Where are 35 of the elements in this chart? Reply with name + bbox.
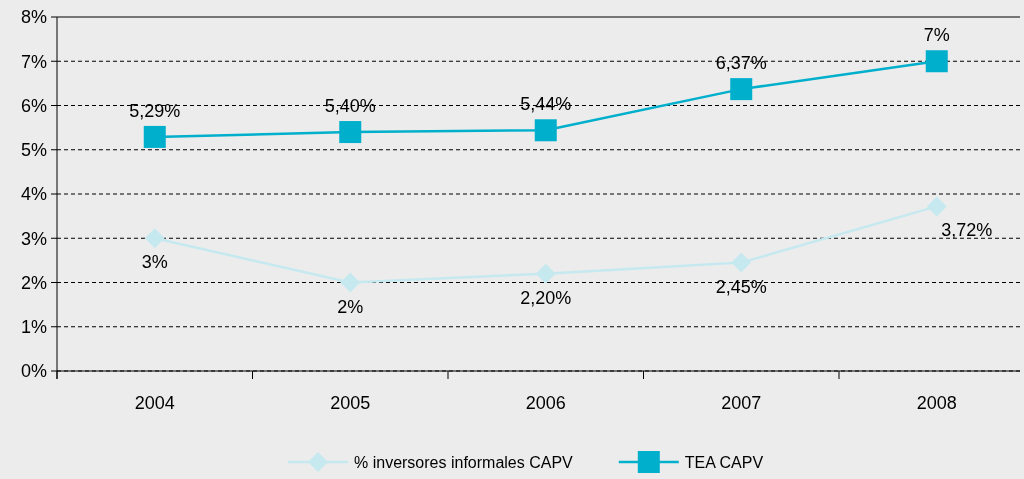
x-tick-label: 2008 bbox=[916, 393, 957, 413]
y-tick-label: 7% bbox=[20, 51, 47, 72]
data-label: 6,37% bbox=[715, 53, 767, 74]
legend-label: TEA CAPV bbox=[684, 453, 764, 471]
data-label: 3,72% bbox=[941, 220, 993, 241]
point bbox=[926, 196, 947, 217]
y-tick-label: 6% bbox=[20, 95, 47, 116]
y-tick-label: 2% bbox=[20, 272, 47, 293]
y-tick-label: 4% bbox=[20, 184, 47, 205]
y-tick-label: 8% bbox=[20, 7, 47, 28]
point bbox=[143, 125, 166, 148]
y-tick-label: 1% bbox=[20, 317, 47, 338]
data-label: 7% bbox=[923, 25, 950, 46]
data-label: 5,44% bbox=[520, 94, 572, 115]
data-label: 5,29% bbox=[129, 100, 181, 121]
data-label: 2,20% bbox=[520, 287, 572, 308]
x-tick-label: 2004 bbox=[134, 393, 175, 413]
data-label: 2% bbox=[337, 296, 364, 317]
point bbox=[339, 121, 362, 144]
point bbox=[731, 252, 752, 273]
x-tick-label: 2007 bbox=[721, 393, 762, 413]
point bbox=[144, 228, 165, 249]
point bbox=[925, 50, 948, 73]
x-tick-label: 2006 bbox=[525, 393, 566, 413]
data-label: 3% bbox=[141, 252, 168, 273]
point bbox=[340, 272, 361, 293]
point bbox=[535, 263, 556, 284]
y-tick-label: 5% bbox=[20, 140, 47, 161]
x-tick-label: 2005 bbox=[330, 393, 371, 413]
data-label: 2,45% bbox=[715, 276, 767, 297]
y-tick-label: 0% bbox=[20, 361, 47, 382]
y-tick-label: 3% bbox=[20, 228, 47, 249]
legend-label: % inversores informales CAPV bbox=[354, 453, 574, 471]
point bbox=[730, 78, 753, 101]
point bbox=[534, 119, 557, 142]
